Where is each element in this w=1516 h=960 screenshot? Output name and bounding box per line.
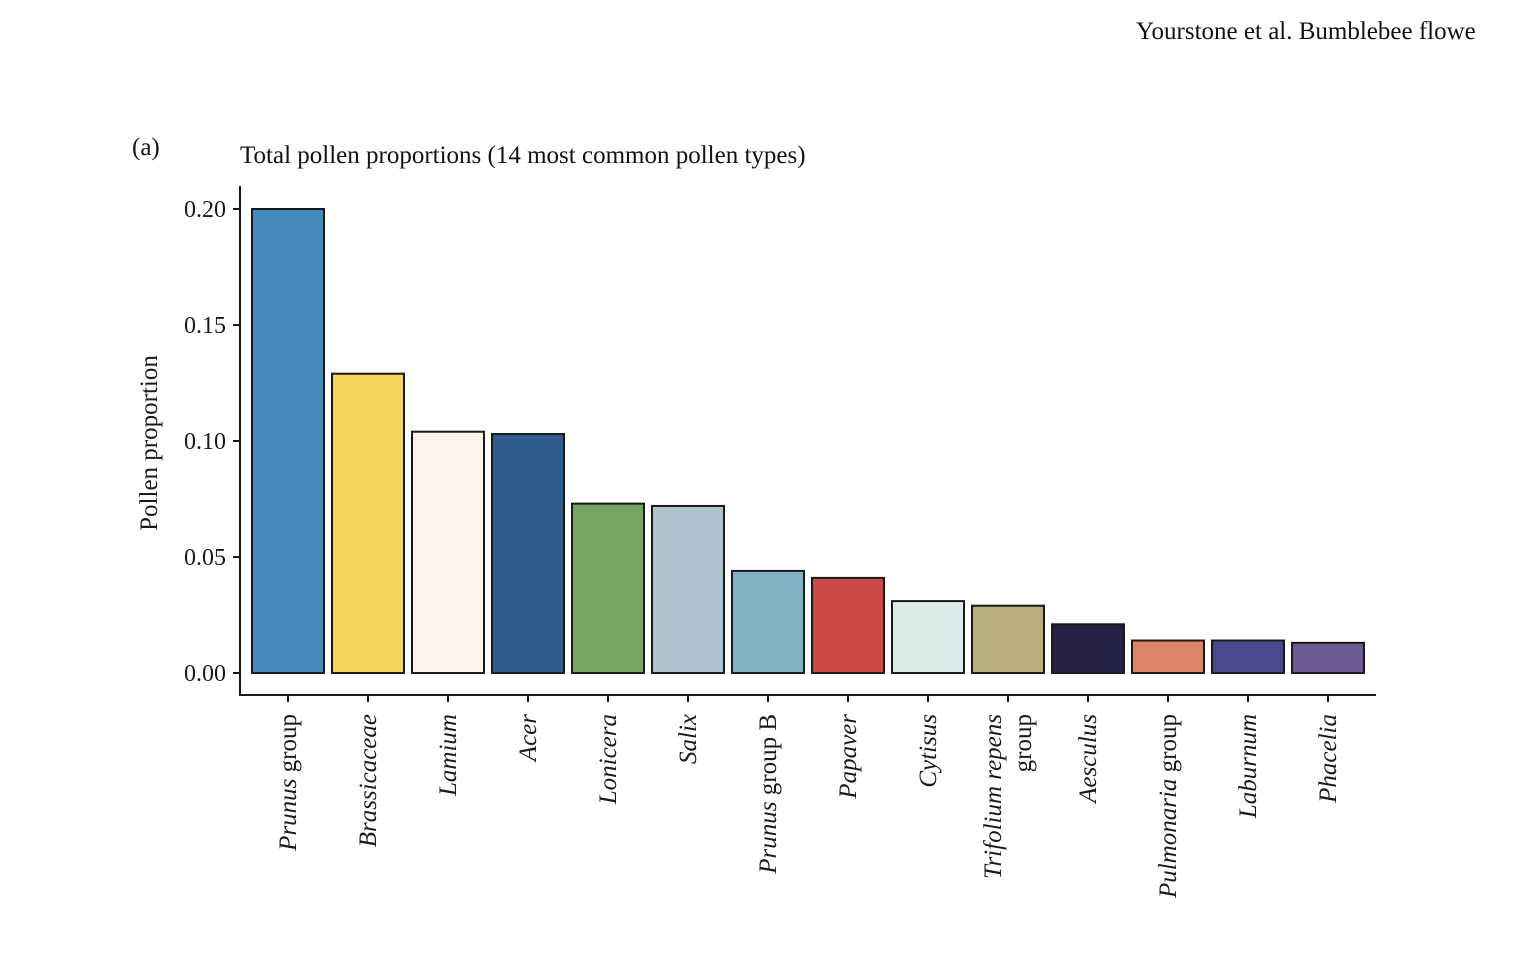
x-tick-label: Laburnum	[1235, 714, 1262, 819]
bar-5	[651, 504, 725, 674]
bar-12	[1211, 639, 1285, 675]
y-tick-label: 0.20	[184, 197, 226, 223]
bars-layer	[251, 208, 1365, 675]
bar-8	[891, 600, 965, 675]
y-tick-label: 0.15	[184, 313, 226, 339]
bar-0	[251, 208, 325, 674]
x-tick-label: Phacelia	[1315, 714, 1342, 804]
x-tick-label: Aesculus	[1075, 714, 1102, 805]
bar-3	[491, 433, 565, 675]
x-tick-label: Salix	[675, 714, 702, 764]
x-tick-label: Lamium	[435, 714, 462, 797]
axes-layer	[239, 186, 1376, 696]
bar-9	[971, 604, 1045, 674]
x-tick-label: group	[1010, 714, 1037, 772]
x-tick-label: Cytisus	[915, 714, 942, 788]
x-tick-label: Prunus group B	[755, 714, 782, 875]
x-tick-label: Lonicera	[595, 714, 622, 805]
y-tick-label: 0.00	[184, 661, 226, 687]
bar-13	[1291, 641, 1365, 675]
y-tick-label: 0.05	[184, 545, 226, 571]
chart-title: Total pollen proportions (14 most common…	[240, 142, 806, 169]
bar-2	[411, 430, 485, 674]
bar-11	[1131, 639, 1205, 675]
x-tick-label: Papaver	[835, 714, 862, 800]
x-tick-label: Acer	[515, 714, 542, 763]
bar-4	[571, 502, 645, 675]
y-axis-label: Pollen proportion	[136, 355, 163, 531]
panel-label: (a)	[132, 134, 160, 161]
x-tick-label: Trifolium repens	[980, 714, 1007, 879]
running-head: Yourstone et al. Bumblebee flowe	[1136, 18, 1476, 45]
x-tick-label: Pulmonaria group	[1155, 714, 1182, 899]
y-ticks-layer: 0.00 0.05 0.10 0.15 0.20	[184, 197, 240, 687]
x-tick-labels-layer: Prunus group Brassicaceae Lamium Acer Lonice…	[275, 695, 1342, 899]
bar-10	[1051, 623, 1125, 675]
bar-6	[731, 569, 805, 674]
bar-1	[331, 372, 405, 674]
x-tick-label: Prunus group	[275, 714, 302, 852]
x-tick-label: Brassicaceae	[355, 714, 382, 847]
bar-7	[811, 576, 885, 675]
y-tick-label: 0.10	[184, 429, 226, 455]
